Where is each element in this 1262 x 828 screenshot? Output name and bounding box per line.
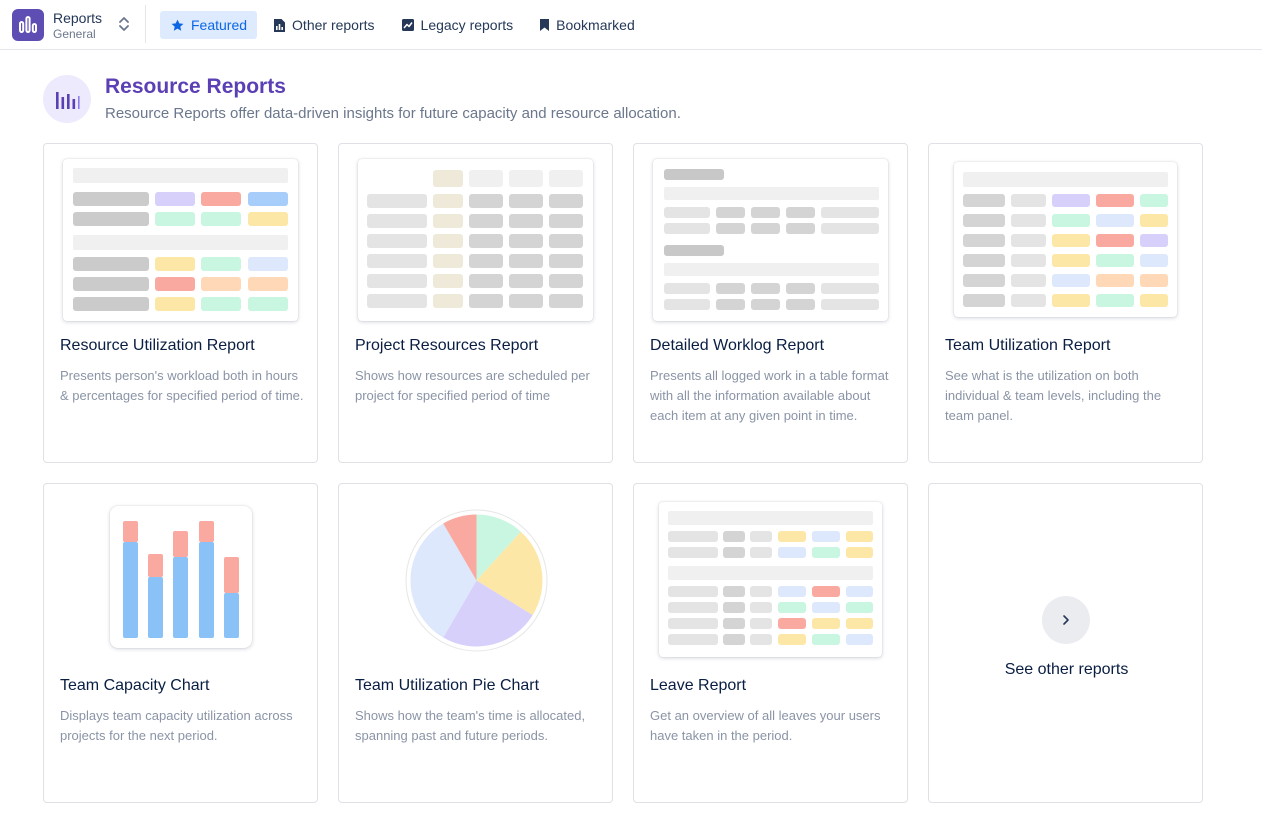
resource-reports-icon <box>43 75 91 123</box>
card-description: Presents person's workload both in hours… <box>60 368 304 403</box>
card-team-utilization-report[interactable]: Team Utilization Report See what is the … <box>928 143 1203 463</box>
top-bar: Reports General Featured Other report <box>0 0 1262 50</box>
card-title: Team Utilization Pie Chart <box>355 677 540 694</box>
tab-legacy-reports[interactable]: Legacy reports <box>391 11 524 39</box>
card-title: Leave Report <box>650 677 747 694</box>
page-subtitle: Resource Reports offer data-driven insig… <box>105 105 681 122</box>
card-description: See what is the utilization on both indi… <box>945 368 1162 423</box>
bar-report-icon <box>274 18 286 32</box>
reports-logo-icon <box>12 9 44 41</box>
app-subtitle: General <box>53 26 96 41</box>
nav-tabs: Featured Other reports Legacy reports Bo… <box>160 11 651 39</box>
leave-report-preview <box>659 502 882 657</box>
tab-bookmarked[interactable]: Bookmarked <box>529 11 645 39</box>
card-description: Shows how resources are scheduled per pr… <box>355 368 590 403</box>
pie-chart-preview <box>405 509 548 657</box>
app-title: Reports <box>53 9 103 26</box>
card-title: Team Capacity Chart <box>60 677 210 694</box>
card-resource-utilization-report[interactable]: Resource Utilization Report Presents per… <box>43 143 318 463</box>
see-other-button[interactable] <box>1042 596 1090 644</box>
tab-other-reports-label: Other reports <box>292 17 375 33</box>
team-utilization-preview <box>954 162 1177 317</box>
card-team-capacity-chart[interactable]: Team Capacity Chart Displays team capaci… <box>43 483 318 803</box>
tab-featured[interactable]: Featured <box>160 11 258 39</box>
tab-bookmarked-label: Bookmarked <box>556 17 635 33</box>
resource-utilization-preview <box>63 159 298 321</box>
card-description: Get an overview of all leaves your users… <box>650 708 881 743</box>
bookmark-icon <box>540 19 550 31</box>
card-title: Project Resources Report <box>355 337 539 354</box>
card-detailed-worklog-report[interactable]: Detailed Worklog Report Presents all log… <box>633 143 908 463</box>
card-title: Team Utilization Report <box>945 337 1111 354</box>
star-icon <box>171 19 184 31</box>
card-title: Detailed Worklog Report <box>650 337 825 354</box>
tab-featured-label: Featured <box>191 17 248 33</box>
card-see-other-reports[interactable]: See other reports <box>928 483 1203 803</box>
card-team-utilization-pie-chart[interactable]: Team Utilization Pie Chart Shows how the… <box>338 483 613 803</box>
card-description: Shows how the team's time is allocated, … <box>355 708 586 743</box>
card-project-resources-report[interactable]: Project Resources Report Shows how resou… <box>338 143 613 463</box>
project-resources-preview <box>358 159 593 321</box>
page-title: Resource Reports <box>105 75 286 98</box>
card-description: Displays team capacity utilization acros… <box>60 708 293 743</box>
chevron-right-icon <box>1063 615 1069 625</box>
see-other-label: See other reports <box>1004 661 1129 678</box>
card-title: Resource Utilization Report <box>60 337 255 354</box>
topbar-divider <box>145 5 146 43</box>
card-leave-report[interactable]: Leave Report Get an overview of all leav… <box>633 483 908 803</box>
tab-other-reports[interactable]: Other reports <box>263 11 384 39</box>
app-switcher[interactable]: Reports General <box>12 8 129 42</box>
team-capacity-preview <box>110 506 252 648</box>
chevron-up-down-icon[interactable] <box>118 15 130 38</box>
tab-legacy-reports-label: Legacy reports <box>420 17 514 33</box>
detailed-worklog-preview <box>653 159 888 321</box>
card-description: Presents all logged work in a table form… <box>650 368 889 423</box>
legacy-report-icon <box>401 19 414 31</box>
